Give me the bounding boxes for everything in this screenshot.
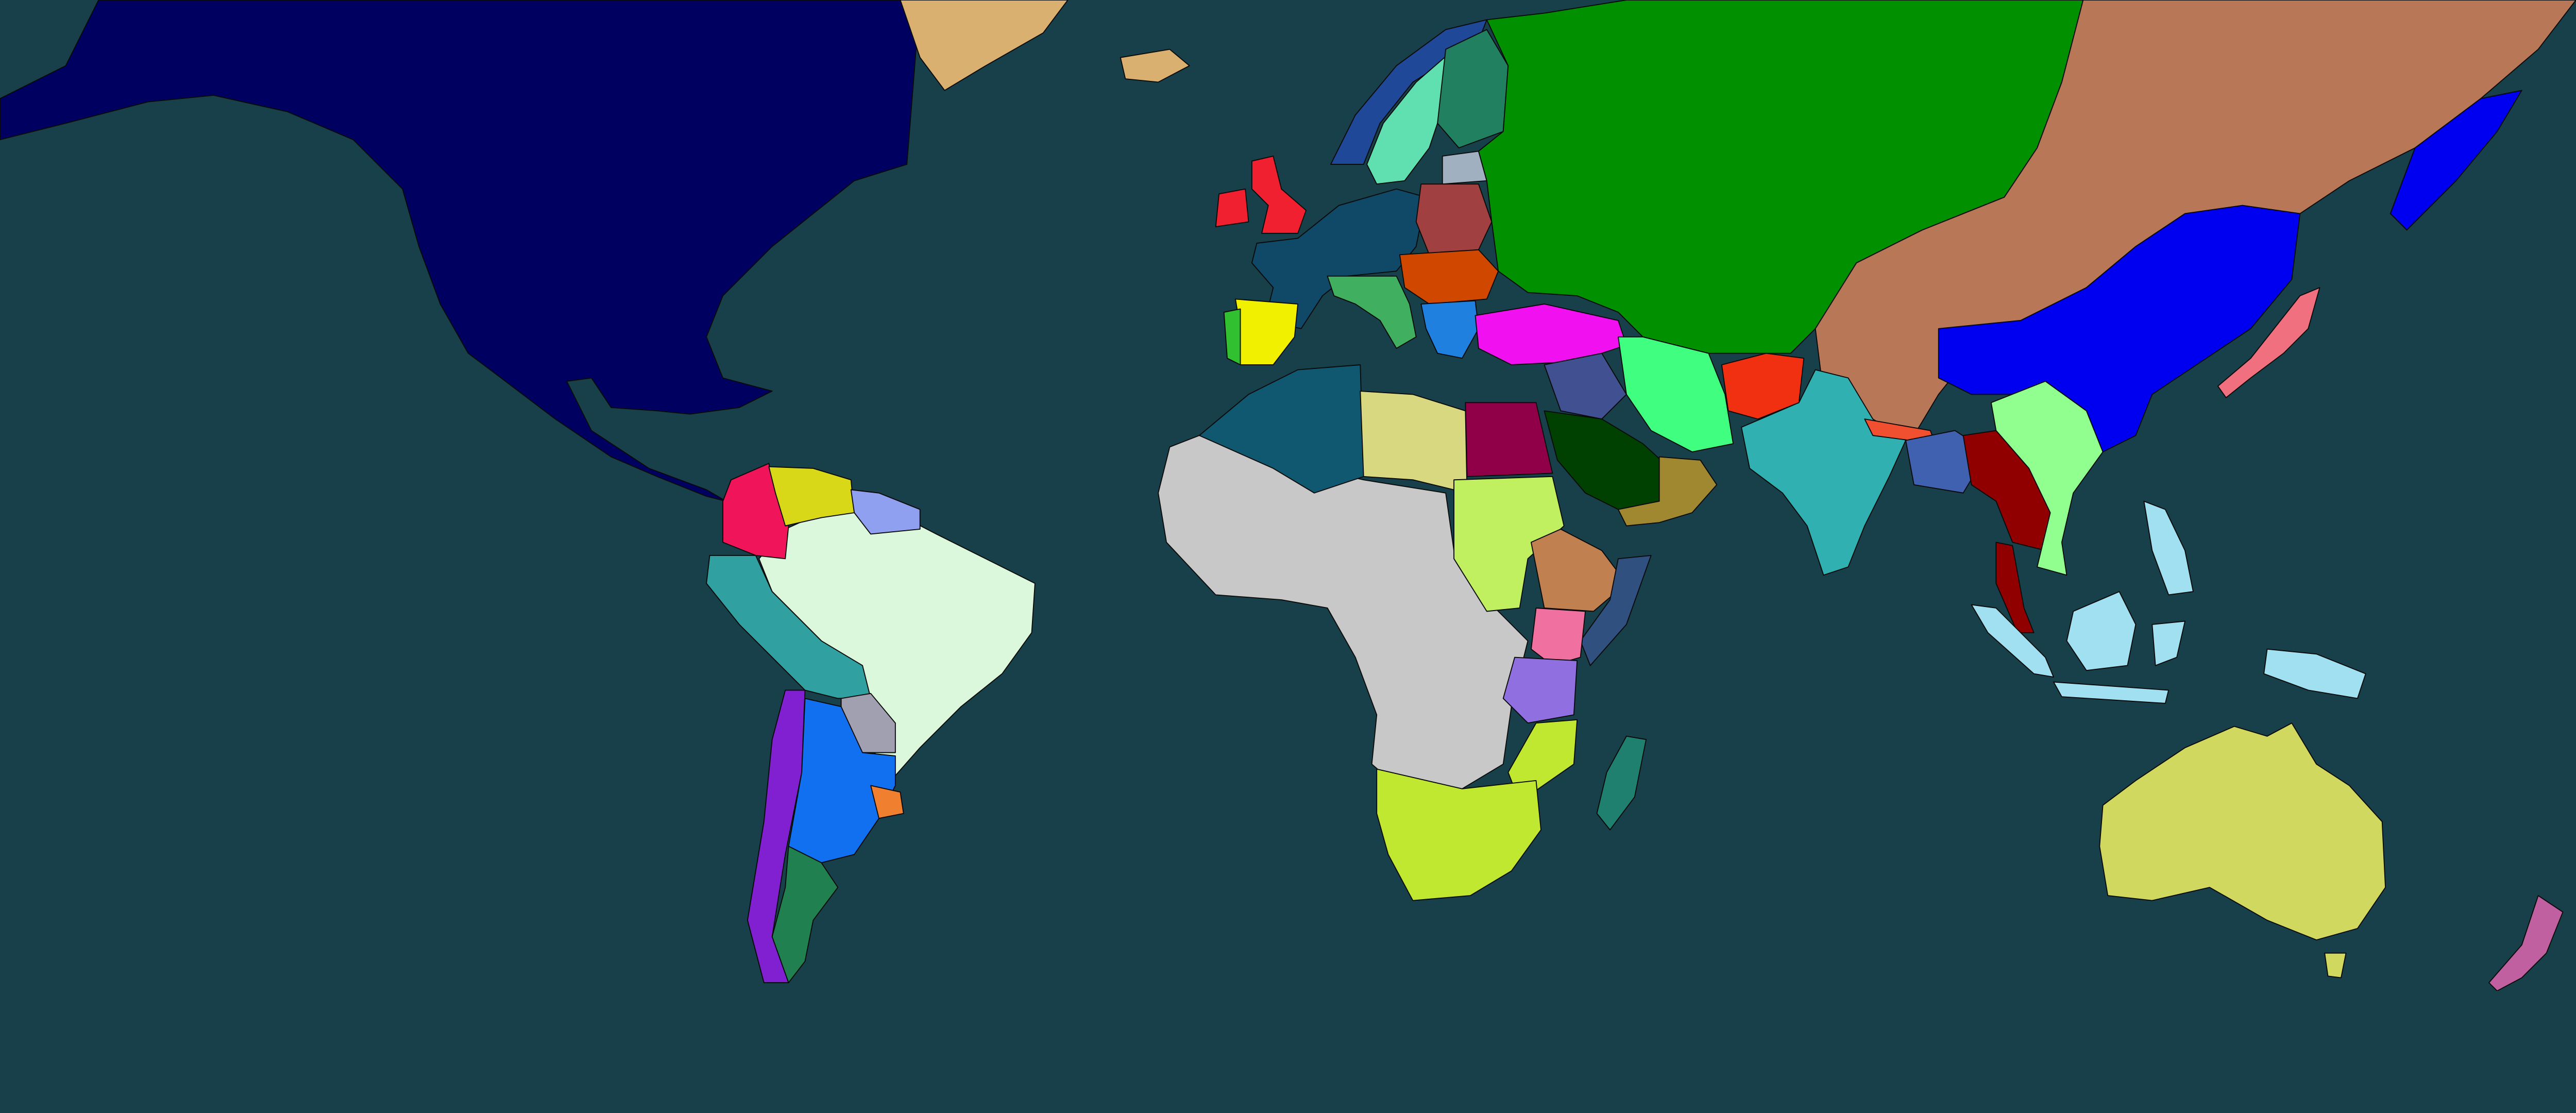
region-iceland[interactable] xyxy=(1120,48,1190,83)
region-madagascar[interactable] xyxy=(1596,735,1647,831)
world-map[interactable] xyxy=(0,0,2576,991)
region-patagonia[interactable] xyxy=(771,846,839,984)
region-indonesia-sumatra[interactable] xyxy=(1971,604,2054,678)
region-siam-peninsula[interactable] xyxy=(1995,542,2035,633)
region-tanganyika[interactable] xyxy=(1502,656,1578,724)
region-france-germany[interactable] xyxy=(1251,188,1427,329)
region-greenland[interactable] xyxy=(900,0,1069,91)
region-portugal[interactable] xyxy=(1223,308,1241,365)
region-iran[interactable] xyxy=(1617,336,1734,452)
region-iraq-syria[interactable] xyxy=(1544,352,1627,420)
region-philippines[interactable] xyxy=(2143,500,2194,596)
region-egypt[interactable] xyxy=(1465,402,1553,477)
region-poland[interactable] xyxy=(1415,183,1493,256)
region-indonesia-java[interactable] xyxy=(2053,681,2170,704)
region-indonesia-new-guinea[interactable] xyxy=(2263,648,2366,699)
region-indonesia-celebes[interactable] xyxy=(2151,620,2186,666)
region-manchuria-coast[interactable] xyxy=(2389,90,2522,231)
region-balkans[interactable] xyxy=(1420,300,1479,359)
region-south-africa[interactable] xyxy=(1376,768,1542,901)
region-uruguay[interactable] xyxy=(870,785,904,819)
region-indonesia-borneo[interactable] xyxy=(2066,591,2137,671)
region-hungary-romania[interactable] xyxy=(1399,249,1499,305)
region-sudan[interactable] xyxy=(1453,476,1565,612)
region-new-zealand[interactable] xyxy=(2488,895,2564,991)
region-venezuela[interactable] xyxy=(768,466,855,527)
region-oman-yemen[interactable] xyxy=(1617,456,1718,527)
region-australia[interactable] xyxy=(2099,722,2386,941)
region-india[interactable] xyxy=(1741,369,1906,576)
region-uk-ireland[interactable] xyxy=(1215,188,1249,228)
region-japan[interactable] xyxy=(2217,287,2320,398)
region-guianas[interactable] xyxy=(850,489,921,535)
region-uk[interactable] xyxy=(1251,156,1307,234)
region-italy[interactable] xyxy=(1327,275,1417,349)
region-tasmania[interactable] xyxy=(2324,952,2347,979)
region-indochina[interactable] xyxy=(1990,380,2104,576)
region-libya[interactable] xyxy=(1360,391,1468,494)
region-somalia[interactable] xyxy=(1580,554,1652,666)
